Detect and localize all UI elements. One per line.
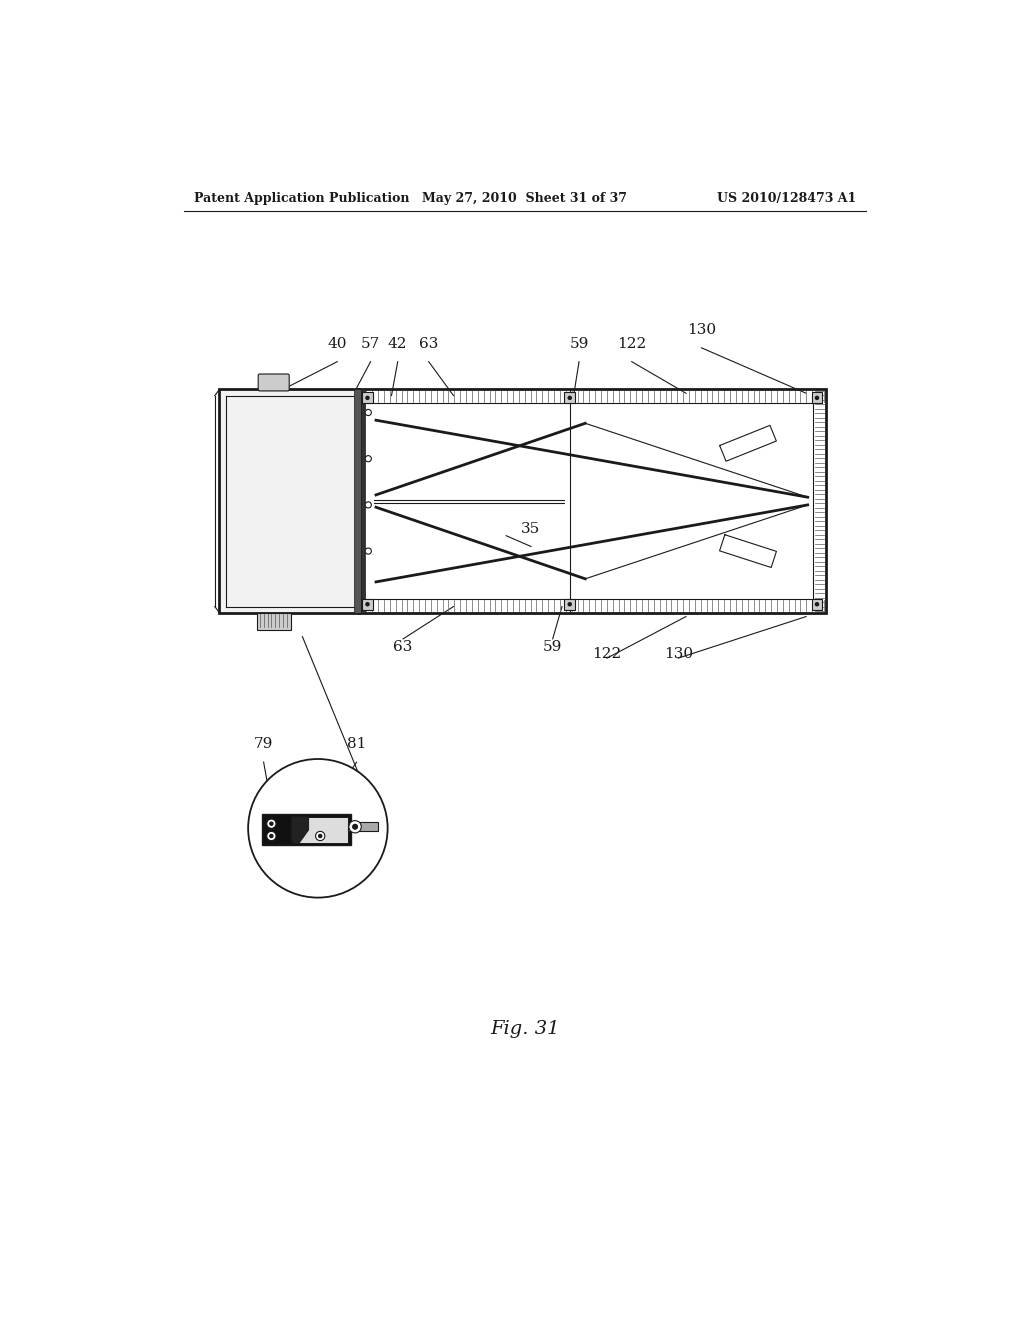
Text: 79: 79: [254, 738, 273, 751]
Bar: [348, 822, 378, 832]
Text: US 2010/128473 A1: US 2010/128473 A1: [717, 191, 856, 205]
Circle shape: [270, 834, 273, 838]
Circle shape: [266, 832, 276, 841]
Circle shape: [352, 825, 357, 829]
Circle shape: [266, 818, 276, 829]
Circle shape: [349, 821, 361, 833]
Bar: [257, 612, 291, 630]
Circle shape: [815, 396, 818, 400]
Circle shape: [248, 759, 388, 898]
Text: 81: 81: [347, 738, 367, 751]
Bar: [262, 814, 351, 845]
Circle shape: [315, 832, 325, 841]
Text: 35: 35: [521, 521, 541, 536]
Circle shape: [366, 502, 372, 508]
Text: 59: 59: [543, 640, 562, 653]
Bar: [354, 389, 360, 612]
Text: 130: 130: [687, 323, 716, 337]
Bar: [362, 599, 373, 610]
Text: Fig. 31: Fig. 31: [490, 1019, 559, 1038]
Circle shape: [366, 409, 372, 416]
Bar: [812, 392, 822, 404]
Circle shape: [366, 603, 369, 606]
Bar: [360, 389, 366, 612]
Circle shape: [366, 548, 372, 554]
Text: May 27, 2010  Sheet 31 of 37: May 27, 2010 Sheet 31 of 37: [422, 191, 628, 205]
Text: 122: 122: [617, 337, 646, 351]
Bar: [362, 392, 373, 404]
Circle shape: [568, 396, 571, 400]
Text: 57: 57: [360, 337, 380, 351]
Circle shape: [318, 834, 322, 838]
Circle shape: [568, 603, 571, 606]
Text: 42: 42: [388, 337, 408, 351]
Text: Patent Application Publication: Patent Application Publication: [194, 191, 410, 205]
Text: 63: 63: [393, 640, 413, 653]
Bar: [359, 389, 825, 612]
Text: 63: 63: [419, 337, 438, 351]
Bar: [219, 389, 359, 612]
Circle shape: [815, 603, 818, 606]
Text: 59: 59: [569, 337, 589, 351]
Bar: [812, 599, 822, 610]
Bar: [564, 392, 575, 404]
Text: 130: 130: [664, 647, 693, 661]
Circle shape: [270, 822, 273, 825]
Polygon shape: [292, 817, 308, 843]
FancyBboxPatch shape: [258, 374, 289, 391]
Bar: [564, 599, 575, 610]
Text: 40: 40: [328, 337, 347, 351]
Text: 122: 122: [592, 647, 622, 661]
Bar: [293, 817, 348, 843]
Circle shape: [366, 455, 372, 462]
Circle shape: [366, 396, 369, 400]
